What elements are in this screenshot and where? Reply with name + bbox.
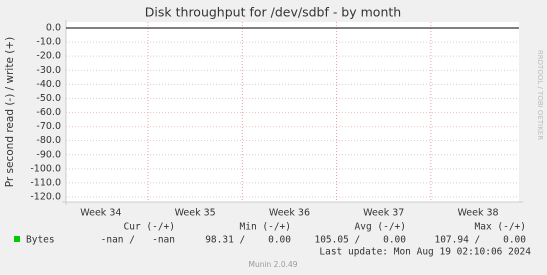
- legend-stat: 105.05 / 0.00: [314, 235, 406, 246]
- legend-header: Cur (-/+): [124, 222, 175, 233]
- chart-title: Disk throughput for /dev/sdbf - by month: [145, 5, 401, 20]
- legend-stat: 107.94 / 0.00: [434, 235, 526, 246]
- legend-header: Avg (-/+): [355, 222, 406, 233]
- legend-header: Min (-/+): [240, 222, 291, 233]
- y-tick-label: -20.0: [36, 51, 61, 62]
- y-tick-label: -80.0: [36, 135, 61, 146]
- plot-area: [66, 22, 519, 202]
- x-tick-label: Week 34: [80, 208, 121, 219]
- y-tick-label: -120.0: [30, 192, 61, 203]
- watermark: RRDTOOL / TOBI OETIKER: [536, 50, 544, 140]
- y-tick-label: -110.0: [30, 177, 61, 188]
- y-tick-label: -90.0: [36, 149, 61, 160]
- y-tick-label: -50.0: [36, 93, 61, 104]
- x-tick-label: Week 35: [175, 208, 216, 219]
- y-axis-label: Pr second read (-) / write (+): [4, 37, 16, 188]
- y-tick-label: -40.0: [36, 79, 61, 90]
- legend-stat: 98.31 / 0.00: [205, 235, 291, 246]
- legend-label: Bytes: [26, 235, 55, 246]
- y-tick-label: -10.0: [36, 37, 61, 48]
- legend-header: Max (-/+): [475, 222, 526, 233]
- y-tick-label: 0.0: [46, 23, 61, 34]
- footer: Munin 2.0.49: [248, 260, 297, 269]
- y-tick-label: -100.0: [30, 163, 61, 174]
- legend-stat: -nan / -nan: [101, 235, 175, 246]
- last-update: Last update: Mon Aug 19 02:10:06 2024: [319, 247, 531, 258]
- x-tick-label: Week 36: [269, 208, 310, 219]
- y-tick-label: -70.0: [36, 121, 61, 132]
- legend-swatch: [14, 236, 20, 242]
- x-tick-label: Week 37: [363, 208, 404, 219]
- y-tick-label: -30.0: [36, 65, 61, 76]
- x-tick-label: Week 38: [457, 208, 498, 219]
- y-tick-label: -60.0: [36, 107, 61, 118]
